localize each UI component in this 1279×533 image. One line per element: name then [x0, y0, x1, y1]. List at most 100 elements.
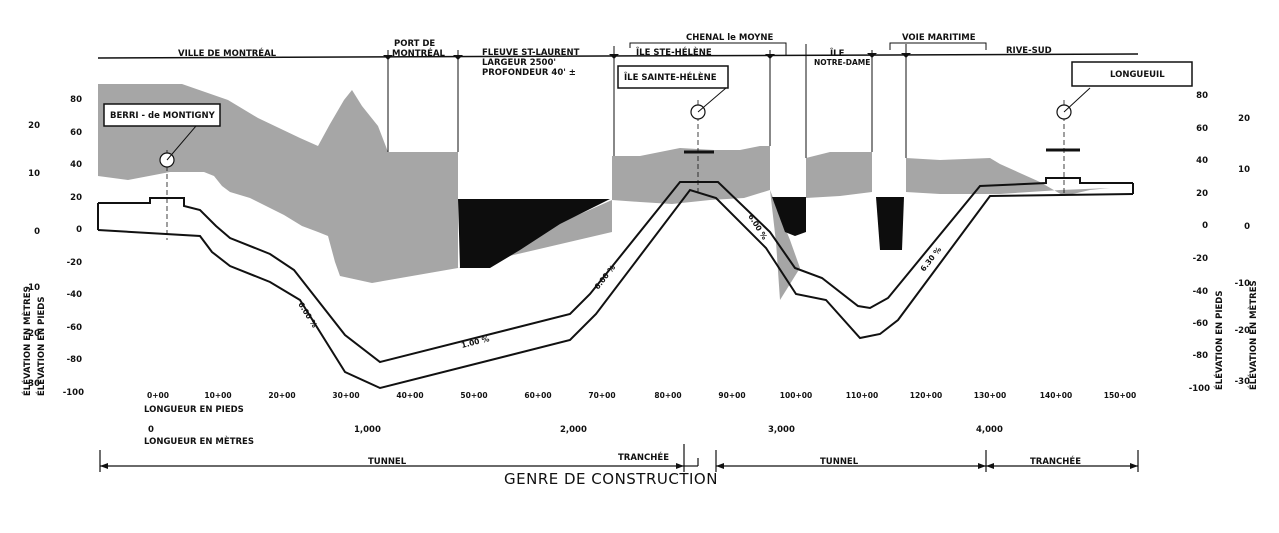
ground-profile-rive-sud — [906, 158, 1110, 196]
zone-ile-nd-line2: NOTRE-DAME — [814, 58, 870, 67]
chainage-tick: 10+00 — [204, 391, 231, 400]
zone-arrows — [383, 53, 911, 60]
chainage-tick: 90+00 — [718, 391, 745, 400]
feet-tick: 0 — [1202, 221, 1208, 231]
grade-label-2: 1.00 % — [460, 334, 490, 350]
feet-tick: -60 — [67, 323, 82, 333]
left-axis-label-feet: ÉLÉVATION EN PIEDS — [35, 297, 47, 396]
voie-bracket — [889, 42, 987, 50]
longueuil-station: LONGUEUIL — [1056, 61, 1193, 120]
zone-fleuve-line1: FLEUVE ST-LAURENT — [482, 48, 580, 58]
zone-ile-nd-line1: ÎLE — [830, 47, 845, 59]
construction-tranchee-1: TRANCHÉE — [618, 451, 669, 463]
construction-bar — [99, 444, 1139, 472]
right-axis-label-metres: ÉLÉVATION EN MÈTRES — [1247, 280, 1259, 390]
zone-fleuve-line3: PROFONDEUR 40' ± — [482, 68, 576, 78]
feet-tick: -60 — [1193, 319, 1208, 329]
ground-profile-chenal — [770, 190, 800, 300]
construction-tunnel-1: TUNNEL — [368, 457, 407, 467]
zone-port-line2: MONTRÉAL — [392, 47, 446, 59]
metres-mark: 3,000 — [768, 425, 795, 435]
grade-label-5: 6.30 % — [918, 245, 943, 273]
chenal-bracket — [629, 42, 787, 56]
chainage-tick: 130+00 — [974, 391, 1006, 400]
feet-tick: 40 — [1196, 156, 1208, 166]
chainage-tick: 0+00 — [147, 391, 169, 400]
zone-port-line1: PORT DE — [394, 39, 435, 49]
zone-chenal: CHENAL le MOYNE — [686, 33, 774, 43]
feet-tick: -40 — [1193, 287, 1208, 297]
ground-profile-helene — [612, 146, 770, 204]
right-axis-label-feet: ÉLÉVATION EN PIEDS — [1213, 291, 1225, 390]
chainage-tick: 110+00 — [846, 391, 878, 400]
chainage-tick: 50+00 — [460, 391, 487, 400]
longueuil-station-label: LONGUEUIL — [1110, 70, 1165, 80]
construction-tranchee-2: TRANCHÉE — [1030, 455, 1081, 467]
feet-tick: 80 — [1196, 91, 1208, 101]
zone-dividers — [387, 44, 907, 158]
left-feet-axis: 80 60 40 20 0 -20 -40 -60 -80 -100 — [63, 95, 84, 398]
chainage-tick: 60+00 — [524, 391, 551, 400]
construction-arrows — [100, 463, 1138, 469]
grade-label-1: 6.00 % — [296, 300, 319, 329]
feet-tick: 20 — [70, 193, 82, 203]
sainte-helene-station: ÎLE SAINTE-HÉLÈNE — [617, 65, 729, 120]
grade-label-3: 6.00 % — [592, 263, 617, 291]
ground-profile-notre-dame — [806, 152, 872, 198]
zone-header-line — [97, 53, 1139, 59]
water-chenal — [772, 197, 806, 236]
metre-tick: 10 — [1238, 165, 1250, 175]
feet-tick: -80 — [1193, 351, 1208, 361]
chainage-axis: 0+00 10+00 20+00 30+00 40+00 50+00 60+00… — [147, 391, 1136, 400]
feet-tick: -20 — [1193, 254, 1208, 264]
ground-profile-left — [98, 84, 458, 283]
metre-tick: -20 — [25, 329, 40, 339]
chainage-tick: 150+00 — [1104, 391, 1136, 400]
chainage-tick: 140+00 — [1040, 391, 1072, 400]
left-metre-axis: 20 10 0 -10 -20 -30 — [25, 121, 40, 389]
berri-station-label: BERRI - de MONTIGNY — [110, 111, 216, 121]
zone-voie-maritime: VOIE MARITIME — [902, 33, 976, 43]
feet-tick: 40 — [70, 160, 82, 170]
chainage-tick: 80+00 — [654, 391, 681, 400]
metres-mark: 0 — [148, 425, 154, 435]
feet-tick: 60 — [1196, 124, 1208, 134]
metre-tick: -30 — [25, 379, 40, 389]
metre-tick: -10 — [1235, 279, 1250, 289]
sainte-helene-station-label: ÎLE SAINTE-HÉLÈNE — [624, 71, 717, 83]
water-fleuve — [458, 199, 610, 268]
metre-tick: 20 — [1238, 114, 1250, 124]
metres-mark: 4,000 — [976, 425, 1003, 435]
water-voie-maritime — [876, 197, 904, 250]
chainage-tick: 30+00 — [332, 391, 359, 400]
metre-tick: -20 — [1235, 326, 1250, 336]
construction-title: GENRE DE CONSTRUCTION — [504, 470, 718, 488]
chainage-tick: 20+00 — [268, 391, 295, 400]
metre-tick: 10 — [28, 169, 40, 179]
feet-tick: -20 — [67, 258, 82, 268]
metre-tick: 0 — [34, 227, 40, 237]
metre-tick: 0 — [1244, 222, 1250, 232]
tunnel-bottom-line — [97, 188, 1134, 390]
zone-rive-sud: RIVE-SUD — [1006, 46, 1052, 56]
feet-tick: -100 — [63, 388, 84, 398]
chainage-tick: 70+00 — [588, 391, 615, 400]
zone-ville-montreal: VILLE DE MONTRÉAL — [178, 47, 277, 59]
metre-tick: 20 — [28, 121, 40, 131]
metres-mark: 2,000 — [560, 425, 587, 435]
feet-tick: -80 — [67, 355, 82, 365]
metres-scale: 0 1,000 2,000 3,000 4,000 — [148, 425, 1003, 435]
right-metre-axis: 20 10 0 -10 -20 -30 — [1235, 114, 1250, 387]
zone-ile-ste-helene: ÎLE STE-HÉLÈNE — [636, 46, 712, 58]
left-axis-label-metres: ÉLÉVATION EN MÈTRES — [21, 286, 33, 396]
chainage-tick: 120+00 — [910, 391, 942, 400]
feet-tick: 60 — [70, 128, 82, 138]
berri-station: BERRI - de MONTIGNY — [103, 103, 221, 168]
construction-tunnel-2: TUNNEL — [820, 457, 859, 467]
length-feet-label: LONGUEUR EN PIEDS — [144, 405, 244, 415]
metre-tick: -10 — [25, 283, 40, 293]
feet-tick: -100 — [1189, 384, 1210, 394]
metres-mark: 1,000 — [354, 425, 381, 435]
metre-tick: -30 — [1235, 377, 1250, 387]
chainage-tick: 100+00 — [780, 391, 812, 400]
